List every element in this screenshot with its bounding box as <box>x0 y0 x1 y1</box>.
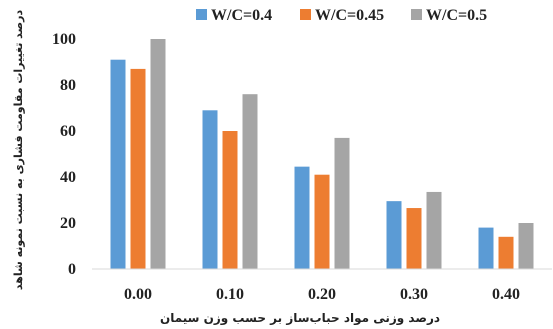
bar-wc0.4-0.10 <box>202 110 218 269</box>
bars <box>110 39 534 270</box>
bar-wc0.4-0.40 <box>478 227 494 269</box>
bar-wc0.5-0.20 <box>334 137 350 269</box>
y-tick-label: 20 <box>60 215 76 232</box>
x-tick-label: 0.30 <box>400 286 428 303</box>
y-axis-ticks: 0 20 40 60 80 100 <box>52 31 76 278</box>
bar-wc0.4-0.00 <box>110 59 126 270</box>
bar-wc0.45-0.40 <box>498 236 514 269</box>
legend-item: W/C=0.45 <box>300 7 384 24</box>
legend-swatch <box>300 9 311 20</box>
legend-item: W/C=0.4 <box>196 7 272 24</box>
x-tick-label: 0.00 <box>124 286 152 303</box>
legend: W/C=0.4 W/C=0.45 W/C=0.5 <box>196 7 487 24</box>
x-tick-label: 0.40 <box>492 286 520 303</box>
bar-wc0.45-0.00 <box>130 68 146 270</box>
bar-wc0.5-0.00 <box>150 39 166 269</box>
bar-wc0.5-0.10 <box>242 94 258 269</box>
legend-item: W/C=0.5 <box>411 7 487 24</box>
bar-wc0.4-0.20 <box>294 166 310 269</box>
bar-wc0.45-0.10 <box>222 131 238 269</box>
y-tick-label: 40 <box>60 169 76 186</box>
legend-label: W/C=0.4 <box>211 7 272 24</box>
bar-wc0.5-0.30 <box>426 191 442 269</box>
y-tick-label: 60 <box>60 123 76 140</box>
x-tick-label: 0.20 <box>308 286 336 303</box>
bar-wc0.45-0.30 <box>406 208 422 269</box>
y-tick-label: 80 <box>60 77 76 94</box>
legend-label: W/C=0.5 <box>426 7 487 24</box>
legend-swatch <box>196 9 207 20</box>
bar-wc0.45-0.20 <box>314 174 330 269</box>
legend-label: W/C=0.45 <box>315 7 384 24</box>
y-tick-label: 0 <box>68 261 76 278</box>
legend-swatch <box>411 9 422 20</box>
y-axis-title: درصد تغییرات مقاومت فشاری به نسبت نمونه … <box>12 10 25 291</box>
y-tick-label: 100 <box>52 31 76 48</box>
bar-wc0.4-0.30 <box>386 201 402 269</box>
x-axis-ticks: 0.00 0.10 0.20 0.30 0.40 <box>124 286 520 303</box>
bar-wc0.5-0.40 <box>518 223 534 269</box>
x-axis-title: درصد وزنی مواد حباب‌ساز بر حسب وزن سیمان <box>160 311 440 326</box>
x-tick-label: 0.10 <box>216 286 244 303</box>
